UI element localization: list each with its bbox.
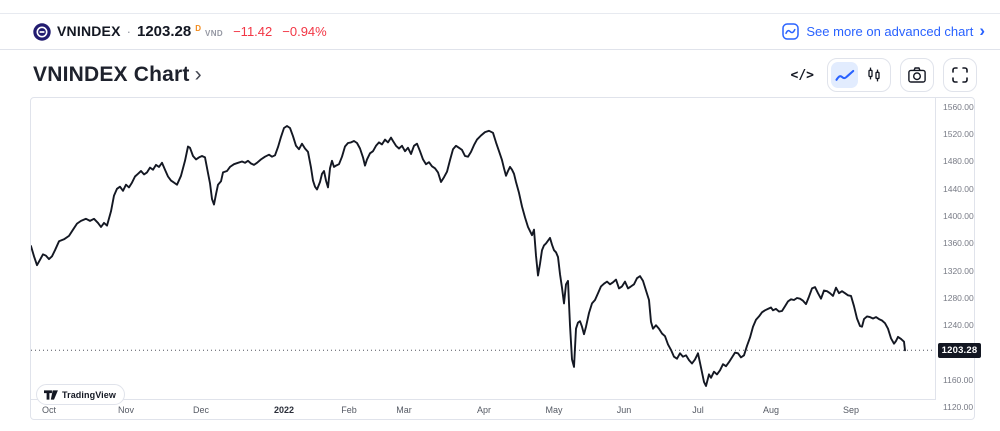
chart-panel: 1560.00 1520.00 1480.00 1440.00 1400.00 1360.…: [30, 97, 981, 420]
tradingview-attribution[interactable]: TradingView: [36, 384, 125, 405]
candlestick-icon: [867, 67, 881, 83]
chart-toolbar: </>: [787, 58, 977, 92]
price-axis-label: 1360.00: [943, 238, 974, 249]
fullscreen-button[interactable]: [943, 58, 977, 92]
time-axis-label: Apr: [476, 405, 492, 415]
see-more-advanced-chart-link[interactable]: See more on advanced chart ›: [782, 20, 985, 40]
price-axis-label: 1320.00: [943, 265, 974, 276]
chart-style-toggle: [827, 58, 891, 92]
link-chevron-icon: ›: [979, 20, 985, 40]
camera-icon: [908, 67, 926, 83]
tradingview-label: TradingView: [62, 389, 116, 400]
session-flag: D: [195, 23, 201, 33]
time-axis-label: Jul: [692, 405, 704, 415]
time-axis-label: Mar: [396, 405, 412, 415]
separator-dot: ·: [126, 23, 131, 39]
candle-style-button[interactable]: [860, 62, 887, 88]
time-axis[interactable]: Oct Nov Dec 2022 Feb Mar Apr May Jun Jul Aug Sep: [31, 400, 935, 420]
price-axis-label: 1400.00: [943, 211, 974, 222]
exchange-logo-icon: [33, 22, 51, 41]
tradingview-logo-icon: [44, 389, 58, 400]
last-price-tag: 1203.28: [938, 342, 981, 358]
price-axis-label: 1160.00: [943, 374, 974, 385]
price-change-percent: −0.94%: [282, 23, 327, 39]
snapshot-button[interactable]: [900, 58, 934, 92]
time-axis-label: May: [545, 405, 563, 415]
advanced-chart-icon: [782, 23, 800, 40]
title-chevron-icon: ›: [194, 63, 202, 86]
price-change: −11.42: [233, 23, 273, 39]
last-price: 1203.28: [136, 22, 192, 40]
chart-title-row: VNINDEX Chart › </>: [33, 56, 977, 94]
price-line-series: [31, 125, 906, 387]
time-axis-label: Sep: [842, 405, 860, 415]
page-title[interactable]: VNINDEX Chart ›: [33, 63, 202, 87]
price-axis-label: 1120.00: [943, 402, 974, 413]
price-axis-label: 1280.00: [943, 292, 974, 303]
time-axis-label: Aug: [762, 405, 780, 415]
price-axis-label: 1520.00: [943, 129, 974, 140]
symbol-summary: VNINDEX · 1203.28 D VND −11.42 −0.94%: [33, 23, 327, 41]
price-axis-label: 1480.00: [943, 156, 974, 167]
price-axis-label: 1240.00: [943, 320, 974, 331]
time-axis-label: Nov: [117, 405, 135, 415]
price-axis-label: 1440.00: [943, 183, 974, 194]
fullscreen-icon: [952, 67, 968, 83]
time-axis-label: Oct: [41, 405, 57, 415]
time-axis-label: Feb: [341, 405, 357, 415]
time-axis-label: Jun: [616, 405, 632, 415]
currency-label: VND: [205, 28, 224, 38]
see-more-label: See more on advanced chart: [806, 24, 974, 39]
price-axis-label: 1560.00: [943, 101, 974, 112]
line-style-button[interactable]: [831, 62, 858, 88]
source-code-button[interactable]: </>: [787, 68, 818, 83]
line-chart-icon: [834, 69, 855, 82]
page-title-text: VNINDEX Chart: [33, 63, 190, 86]
symbol-name: VNINDEX: [57, 22, 121, 39]
price-axis[interactable]: 1560.00 1520.00 1480.00 1440.00 1400.00 1360.…: [936, 98, 974, 419]
symbol-info-bar: VNINDEX · 1203.28 D VND −11.42 −0.94% Se…: [0, 13, 1000, 50]
time-axis-label: 2022: [273, 405, 295, 415]
time-axis-label: Dec: [192, 405, 210, 415]
price-chart-plot[interactable]: [31, 98, 936, 400]
